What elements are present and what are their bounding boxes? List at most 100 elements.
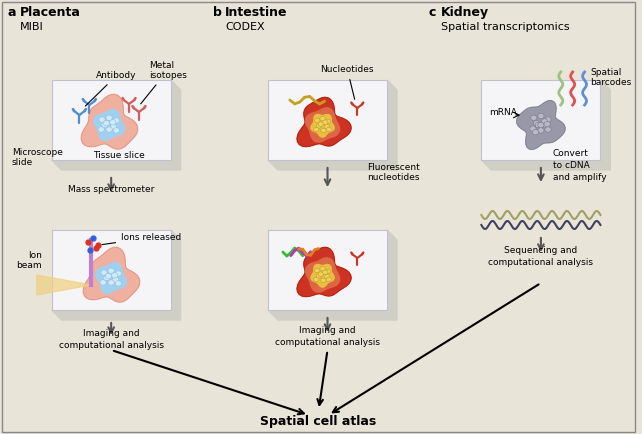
Polygon shape <box>482 80 600 160</box>
Ellipse shape <box>321 128 326 133</box>
Text: a: a <box>8 6 17 19</box>
Polygon shape <box>51 310 180 320</box>
Text: Antibody: Antibody <box>85 71 137 106</box>
Ellipse shape <box>544 122 550 127</box>
Ellipse shape <box>105 273 112 279</box>
Text: Kidney: Kidney <box>440 6 489 19</box>
Polygon shape <box>297 97 351 147</box>
Text: Nucleotides: Nucleotides <box>320 65 374 99</box>
Polygon shape <box>268 160 397 170</box>
Ellipse shape <box>326 127 331 132</box>
Text: Imaging and
computational analysis: Imaging and computational analysis <box>58 329 164 350</box>
Ellipse shape <box>321 278 326 283</box>
Ellipse shape <box>108 268 114 273</box>
Ellipse shape <box>538 122 544 128</box>
Text: c: c <box>429 6 436 19</box>
Polygon shape <box>297 247 351 296</box>
Polygon shape <box>94 110 125 141</box>
Ellipse shape <box>103 275 110 281</box>
Text: Sequencing and
computational analysis: Sequencing and computational analysis <box>489 246 593 267</box>
Ellipse shape <box>317 124 322 128</box>
Polygon shape <box>51 230 171 310</box>
Ellipse shape <box>113 118 119 123</box>
Ellipse shape <box>314 277 319 282</box>
Polygon shape <box>387 80 397 170</box>
Ellipse shape <box>538 128 544 133</box>
Polygon shape <box>268 80 387 160</box>
Ellipse shape <box>320 116 325 121</box>
Polygon shape <box>306 108 340 142</box>
Polygon shape <box>51 160 180 170</box>
Ellipse shape <box>317 274 322 278</box>
Ellipse shape <box>320 266 325 271</box>
Ellipse shape <box>324 275 330 279</box>
Ellipse shape <box>98 127 104 132</box>
Ellipse shape <box>541 119 548 124</box>
Text: Placenta: Placenta <box>20 6 81 19</box>
Polygon shape <box>387 230 397 320</box>
Ellipse shape <box>545 127 551 132</box>
Ellipse shape <box>112 277 119 283</box>
Ellipse shape <box>318 122 324 126</box>
Text: b: b <box>213 6 222 19</box>
Ellipse shape <box>103 121 110 126</box>
Polygon shape <box>83 247 140 302</box>
Ellipse shape <box>100 280 106 285</box>
Text: Imaging and
computational analysis: Imaging and computational analysis <box>275 326 380 347</box>
Text: Spatial transcriptomics: Spatial transcriptomics <box>440 22 569 32</box>
Ellipse shape <box>101 122 108 128</box>
Ellipse shape <box>318 272 324 276</box>
Ellipse shape <box>315 118 320 123</box>
Polygon shape <box>517 101 565 149</box>
Ellipse shape <box>99 117 105 122</box>
Polygon shape <box>171 80 180 170</box>
Ellipse shape <box>113 128 119 133</box>
Polygon shape <box>51 80 171 160</box>
Ellipse shape <box>110 120 116 125</box>
Text: Microscope
slide: Microscope slide <box>12 148 63 167</box>
Ellipse shape <box>534 121 539 126</box>
Ellipse shape <box>106 127 112 132</box>
Polygon shape <box>37 275 91 295</box>
Polygon shape <box>171 230 180 320</box>
Polygon shape <box>311 115 334 137</box>
Ellipse shape <box>115 271 121 276</box>
Polygon shape <box>311 264 334 287</box>
Ellipse shape <box>101 270 107 275</box>
Text: Ions released: Ions released <box>102 233 181 245</box>
Ellipse shape <box>326 277 331 282</box>
Ellipse shape <box>538 113 544 119</box>
Ellipse shape <box>322 120 328 125</box>
Ellipse shape <box>532 129 539 135</box>
Ellipse shape <box>112 273 118 278</box>
Polygon shape <box>82 94 138 149</box>
Text: Tissue slice: Tissue slice <box>93 151 145 160</box>
Polygon shape <box>268 310 397 320</box>
Ellipse shape <box>325 269 331 274</box>
Ellipse shape <box>315 268 320 273</box>
Ellipse shape <box>106 115 112 121</box>
Text: Intestine: Intestine <box>225 6 288 19</box>
Text: Metal
isotopes: Metal isotopes <box>141 61 187 104</box>
Ellipse shape <box>545 117 551 122</box>
Polygon shape <box>268 230 387 310</box>
Ellipse shape <box>325 119 331 124</box>
Polygon shape <box>482 160 611 170</box>
Text: Spatial
barcodes: Spatial barcodes <box>591 68 632 87</box>
Polygon shape <box>96 263 126 293</box>
Text: mRNA: mRNA <box>489 108 517 117</box>
Ellipse shape <box>535 122 541 128</box>
Ellipse shape <box>531 115 537 121</box>
Text: Spatial cell atlas: Spatial cell atlas <box>261 415 377 428</box>
Text: Mass spectrometer: Mass spectrometer <box>68 185 154 194</box>
Polygon shape <box>600 80 611 170</box>
Ellipse shape <box>110 124 117 129</box>
Text: CODEX: CODEX <box>225 22 265 32</box>
Ellipse shape <box>108 280 114 285</box>
Text: Fluorescent
nucleotides: Fluorescent nucleotides <box>367 163 420 182</box>
Text: MIBI: MIBI <box>20 22 44 32</box>
Ellipse shape <box>314 127 319 132</box>
Ellipse shape <box>324 125 330 129</box>
Polygon shape <box>306 258 340 292</box>
Ellipse shape <box>322 270 328 275</box>
